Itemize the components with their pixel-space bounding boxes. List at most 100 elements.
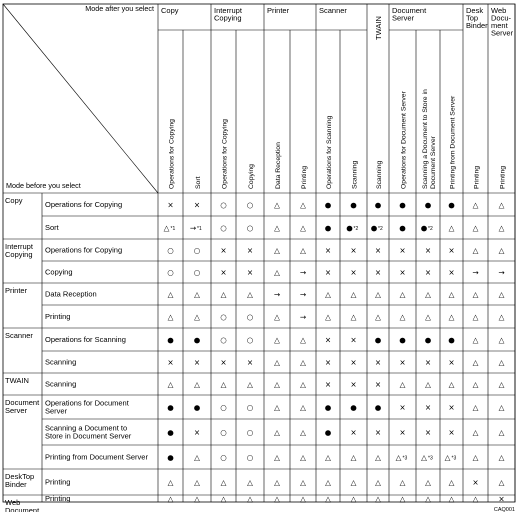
triangle-icon: △: [473, 358, 479, 367]
column-group-label: Desk: [466, 6, 483, 15]
triangle-icon: △: [425, 290, 431, 299]
filled-circle-icon: ●: [325, 428, 332, 437]
triangle-icon: △: [274, 336, 280, 345]
filled-circle-icon: ●: [448, 336, 455, 345]
column-label: Printing: [474, 166, 481, 189]
figure-code: CAQ001: [494, 507, 515, 512]
filled-circle-icon: ●: [194, 403, 201, 412]
cross-icon: ×: [399, 428, 405, 437]
open-circle-icon: ○: [247, 313, 254, 322]
triangle-icon: △: [274, 478, 280, 487]
triangle-icon: △: [300, 224, 306, 233]
triangle-icon: △: [300, 453, 306, 462]
open-circle-icon: ○: [167, 268, 174, 277]
triangle-icon: △: [247, 495, 253, 504]
triangle-icon: △: [400, 380, 406, 389]
triangle-icon: △: [300, 358, 306, 367]
row-label: Printing: [45, 478, 70, 487]
column-label: Operations for Document Server: [401, 90, 408, 189]
row-group-label: Web: [5, 498, 20, 507]
cross-icon: ×: [425, 428, 431, 437]
row-label: Operations for Copying: [45, 200, 122, 209]
triangle-icon: △: [473, 224, 479, 233]
triangle-icon: △: [400, 495, 406, 504]
open-circle-icon: ○: [167, 246, 174, 255]
triangle-icon: △: [375, 453, 381, 462]
footnote-marker: *2: [378, 226, 383, 232]
column-label: Sort: [195, 176, 202, 189]
column-group-label: ment: [491, 21, 509, 30]
triangle-icon: △: [168, 495, 174, 504]
triangle-icon: △: [473, 201, 479, 210]
filled-circle-icon: ●: [325, 224, 332, 233]
column-group-label: Server: [491, 29, 514, 38]
triangle-icon: △: [274, 495, 280, 504]
arrow-right-icon: →: [190, 224, 196, 233]
triangle-icon: △: [449, 290, 455, 299]
cross-icon: ×: [220, 246, 226, 255]
triangle-icon: △: [375, 313, 381, 322]
cross-icon: ×: [399, 246, 405, 255]
triangle-icon: △: [164, 224, 170, 233]
cross-icon: ×: [448, 428, 454, 437]
row-label: Scanning a Document to: [45, 424, 127, 433]
cross-icon: ×: [375, 246, 381, 255]
column-group-label: Server: [392, 14, 415, 23]
triangle-icon: △: [300, 201, 306, 210]
cross-icon: ×: [247, 246, 253, 255]
triangle-icon: △: [425, 313, 431, 322]
triangle-icon: △: [473, 403, 479, 412]
triangle-icon: △: [449, 380, 455, 389]
row-label: Copying: [45, 268, 73, 277]
row-label: Store in Document Server: [45, 432, 132, 441]
arrow-right-icon: →: [300, 268, 306, 277]
cross-icon: ×: [425, 358, 431, 367]
filled-circle-icon: ●: [350, 201, 357, 210]
row-label: Operations for Copying: [45, 246, 122, 255]
corner-diagonal: [2, 3, 159, 194]
triangle-icon: △: [221, 290, 227, 299]
column-label: Printing: [500, 166, 507, 189]
triangle-icon: △: [499, 428, 505, 437]
row-label: Data Reception: [45, 290, 97, 299]
triangle-icon: △: [473, 313, 479, 322]
triangle-icon: △: [194, 380, 200, 389]
footnote-marker: *1: [197, 226, 202, 232]
cross-icon: ×: [375, 380, 381, 389]
open-circle-icon: ○: [220, 224, 227, 233]
open-circle-icon: ○: [220, 403, 227, 412]
column-label: Scanning: [376, 160, 383, 189]
filled-circle-icon: ●: [425, 201, 432, 210]
cross-icon: ×: [498, 495, 504, 504]
column-group-label: Top: [466, 14, 478, 23]
triangle-icon: △: [194, 453, 200, 462]
open-circle-icon: ○: [220, 428, 227, 437]
triangle-icon: △: [473, 290, 479, 299]
cross-icon: ×: [350, 380, 356, 389]
cross-icon: ×: [448, 403, 454, 412]
triangle-icon: △: [499, 380, 505, 389]
cross-icon: ×: [448, 358, 454, 367]
arrow-right-icon: →: [300, 290, 306, 299]
triangle-icon: △: [221, 478, 227, 487]
arrow-right-icon: →: [498, 268, 504, 277]
filled-circle-icon: ●: [325, 403, 332, 412]
column-group-label: Docu-: [491, 14, 512, 23]
column-group-label: TWAIN: [374, 16, 383, 40]
filled-circle-icon: ●: [194, 336, 201, 345]
triangle-icon: △: [325, 313, 331, 322]
after-mode-label: Mode after you select: [85, 4, 154, 13]
triangle-icon: △: [274, 403, 280, 412]
cross-icon: ×: [350, 358, 356, 367]
filled-circle-icon: ●: [375, 336, 382, 345]
triangle-icon: △: [425, 380, 431, 389]
filled-circle-icon: ●: [167, 336, 174, 345]
triangle-icon: △: [473, 453, 479, 462]
triangle-icon: △: [168, 313, 174, 322]
column-group-label: Printer: [267, 6, 290, 15]
row-group-label: TWAIN: [5, 376, 29, 385]
row-label: Printing: [45, 494, 70, 503]
triangle-icon: △: [351, 290, 357, 299]
filled-circle-icon: ●: [399, 201, 406, 210]
cross-icon: ×: [247, 268, 253, 277]
